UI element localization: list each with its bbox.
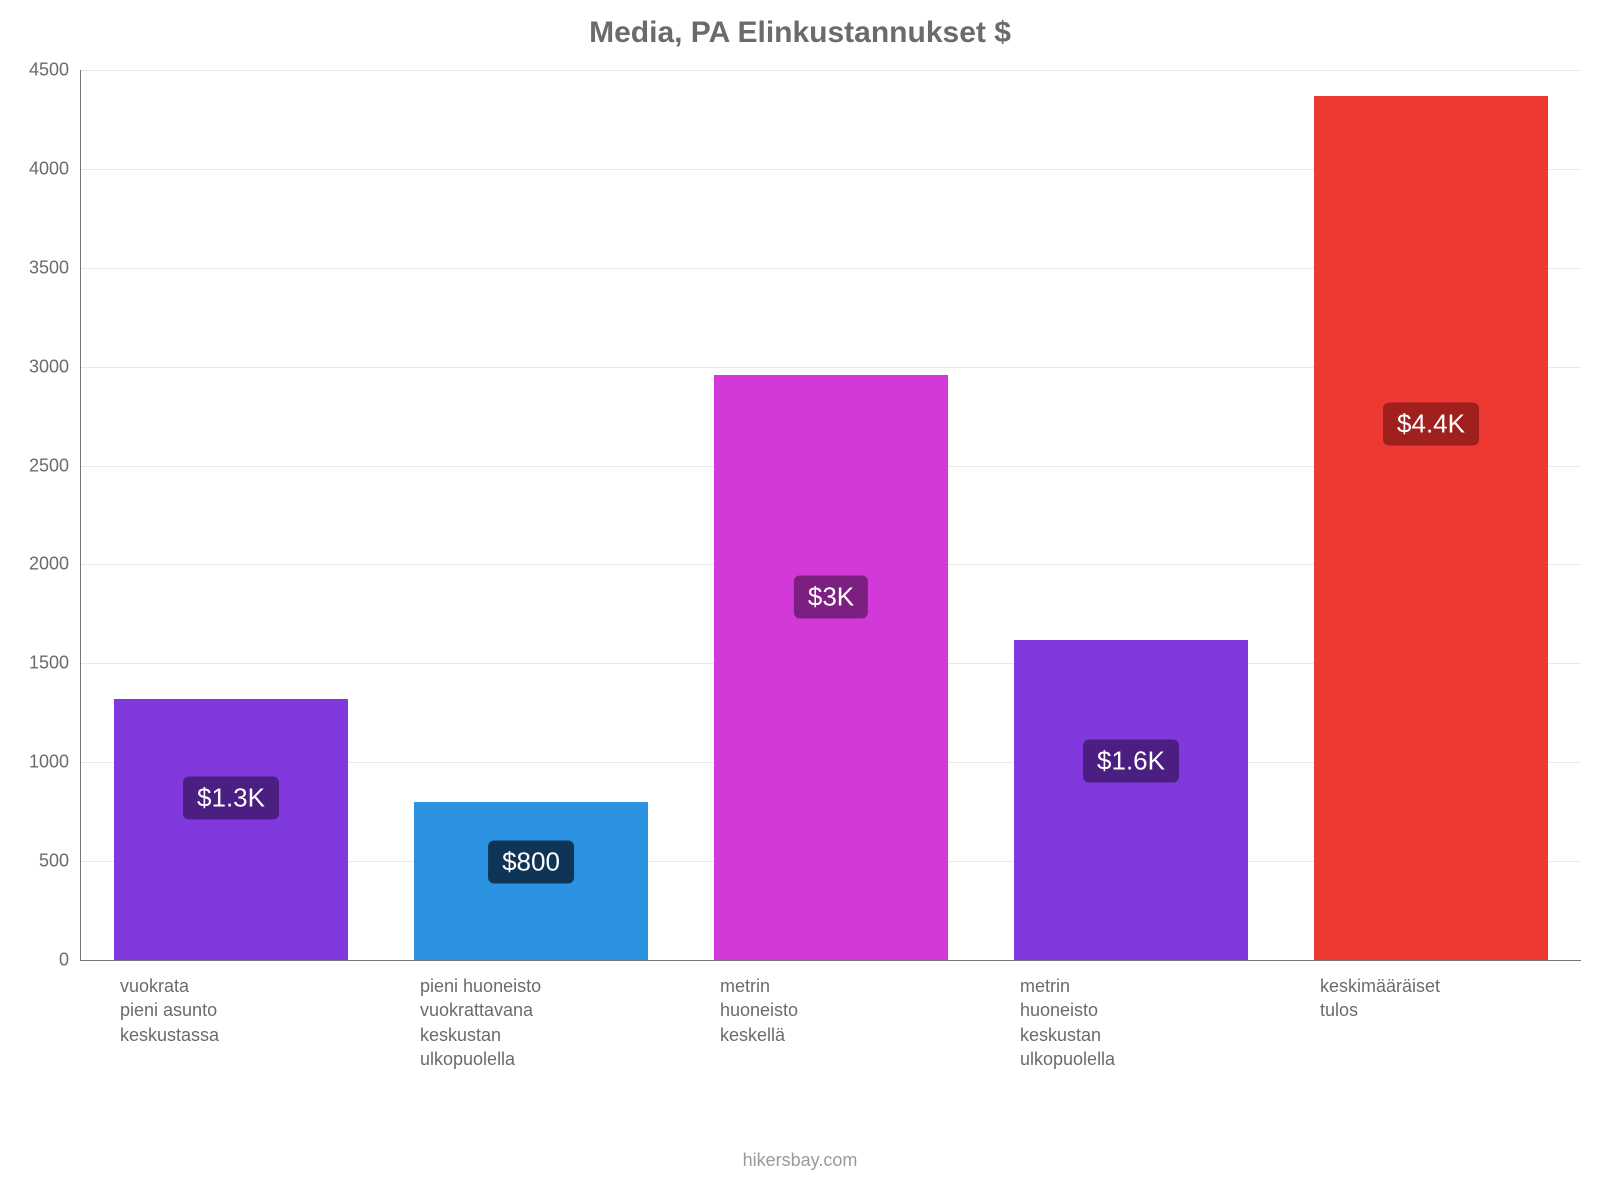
x-tick-label: keskimääräisettulos: [1320, 960, 1440, 1023]
bar: $3K: [714, 375, 948, 960]
y-tick-label: 4000: [29, 158, 81, 179]
bar: $1.3K: [114, 699, 348, 960]
y-tick-label: 4500: [29, 60, 81, 81]
y-tick-label: 1500: [29, 653, 81, 674]
grid-line: [81, 70, 1581, 71]
x-tick-label: metrinhuoneistokeskellä: [720, 960, 798, 1047]
y-tick-label: 1000: [29, 752, 81, 773]
credit-text: hikersbay.com: [0, 1150, 1600, 1171]
y-tick-label: 2500: [29, 455, 81, 476]
bar: $800: [414, 802, 648, 960]
y-tick-label: 0: [59, 950, 81, 971]
bar-value-badge: $1.3K: [183, 777, 279, 820]
plot-area: 050010001500200025003000350040004500$1.3…: [80, 70, 1581, 961]
bar: $4.4K: [1314, 96, 1548, 960]
x-tick-label: pieni huoneistovuokrattavanakeskustanulk…: [420, 960, 541, 1071]
bar-value-badge: $1.6K: [1083, 740, 1179, 783]
bar-value-badge: $4.4K: [1383, 403, 1479, 446]
x-tick-label: metrinhuoneistokeskustanulkopuolella: [1020, 960, 1115, 1071]
y-tick-label: 2000: [29, 554, 81, 575]
chart-title: Media, PA Elinkustannukset $: [0, 16, 1600, 50]
x-tick-label: vuokratapieni asuntokeskustassa: [120, 960, 219, 1047]
y-tick-label: 3500: [29, 257, 81, 278]
y-tick-label: 3000: [29, 356, 81, 377]
bar-value-badge: $800: [488, 840, 574, 883]
bar-value-badge: $3K: [794, 576, 868, 619]
bar: $1.6K: [1014, 640, 1248, 960]
y-tick-label: 500: [39, 851, 81, 872]
